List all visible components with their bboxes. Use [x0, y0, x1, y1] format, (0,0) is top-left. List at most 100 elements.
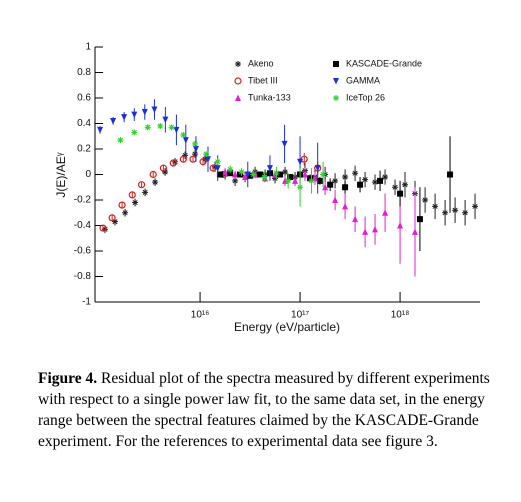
- data-point: [282, 168, 289, 175]
- x-tick-label: 10¹⁶: [191, 310, 210, 321]
- data-point: [211, 163, 218, 170]
- data-point: [169, 159, 177, 167]
- data-point: [397, 190, 404, 197]
- data-point: [108, 214, 116, 222]
- data-point: [401, 181, 408, 188]
- data-point: [131, 129, 138, 136]
- data-point: [122, 209, 129, 216]
- data-point: [342, 174, 349, 181]
- y-tick-label: -0.2: [74, 195, 92, 206]
- data-point: [238, 168, 245, 175]
- data-point: [281, 140, 288, 148]
- data-point: [121, 114, 128, 121]
- y-tick-label: -0.4: [74, 220, 92, 231]
- data-point: [101, 226, 108, 233]
- data-point: [472, 203, 479, 210]
- data-point: [162, 116, 169, 124]
- y-tick-label: 0.6: [77, 93, 91, 104]
- y-tick-label: -1: [82, 297, 91, 308]
- data-point: [227, 166, 234, 173]
- data-point: [149, 170, 157, 179]
- data-point: [117, 137, 124, 144]
- data-point: [141, 109, 148, 116]
- data-point: [250, 171, 257, 178]
- legend-marker: [333, 61, 339, 67]
- data-point: [307, 175, 314, 182]
- legend-label: Tunka-133: [248, 92, 291, 102]
- x-tick-label: 10¹⁸: [391, 310, 410, 321]
- data-point: [151, 106, 158, 113]
- data-point: [157, 123, 164, 130]
- data-point: [301, 171, 308, 178]
- data-point: [432, 203, 439, 210]
- caption-text: Residual plot of the spectra measured by…: [38, 370, 490, 450]
- data-point: [292, 177, 299, 184]
- data-point: [362, 228, 369, 235]
- data-point: [232, 177, 239, 184]
- legend-label: Akeno: [248, 58, 274, 68]
- caption-label: Figure 4.: [38, 370, 98, 387]
- data-point: [97, 126, 104, 134]
- y-tick-label: -0.6: [74, 246, 92, 257]
- data-point: [416, 216, 423, 223]
- data-point: [285, 177, 292, 184]
- data-point: [172, 158, 179, 165]
- legend-marker: [333, 95, 339, 101]
- data-point: [110, 117, 117, 125]
- data-point: [203, 151, 210, 158]
- data-point: [327, 181, 334, 188]
- legend-label: IceTop 26: [346, 92, 385, 102]
- legend-marker: [333, 78, 339, 85]
- data-point: [372, 179, 379, 186]
- data-point: [199, 158, 207, 166]
- data-point: [99, 224, 107, 232]
- data-point: [377, 177, 384, 184]
- legend-label: Tibet III: [248, 75, 278, 85]
- data-point: [297, 158, 304, 166]
- data-point: [118, 201, 126, 209]
- data-point: [173, 126, 180, 134]
- data-point: [422, 197, 429, 203]
- data-point: [397, 222, 404, 229]
- legend-marker: [234, 77, 242, 85]
- data-point: [152, 179, 159, 186]
- data-point: [392, 184, 399, 191]
- data-point: [311, 174, 318, 182]
- data-point: [159, 164, 168, 172]
- data-point: [204, 156, 211, 163]
- data-point: [352, 170, 359, 177]
- legend-label: KASCADE-Grande: [346, 58, 422, 68]
- data-point: [247, 172, 254, 179]
- data-point: [332, 196, 339, 203]
- data-point: [322, 183, 329, 191]
- data-point: [244, 171, 251, 178]
- y-tick-label: 0.2: [77, 144, 91, 155]
- data-point: [277, 171, 284, 178]
- data-point: [222, 168, 229, 175]
- y-tick-label: 1: [85, 42, 91, 53]
- data-point: [192, 140, 199, 147]
- y-tick-label: 0: [85, 169, 91, 180]
- data-point: [237, 171, 244, 178]
- data-point: [342, 202, 349, 210]
- caption: Figure 4. Residual plot of the spectra m…: [38, 368, 496, 452]
- data-point: [357, 181, 364, 188]
- data-point: [342, 184, 349, 191]
- data-point: [131, 111, 138, 119]
- data-point: [180, 131, 187, 138]
- x-tick-label: 10¹⁷: [291, 310, 309, 321]
- data-point: [242, 173, 249, 181]
- data-point: [297, 184, 304, 191]
- data-point: [442, 209, 449, 216]
- data-point: [316, 177, 323, 184]
- legend-label: GAMMA: [346, 75, 380, 85]
- chart: Energy (eV/particle) J(E)/AEᵞ 1 0.8 0.6 0.4…: [54, 42, 480, 334]
- data-point: [179, 155, 187, 163]
- data-point: [162, 168, 169, 175]
- y-tick-label: 0.8: [77, 67, 91, 78]
- data-point: [142, 189, 149, 196]
- data-point: [287, 174, 294, 181]
- data-point: [261, 174, 268, 181]
- data-point: [192, 146, 199, 153]
- data-point: [137, 181, 146, 189]
